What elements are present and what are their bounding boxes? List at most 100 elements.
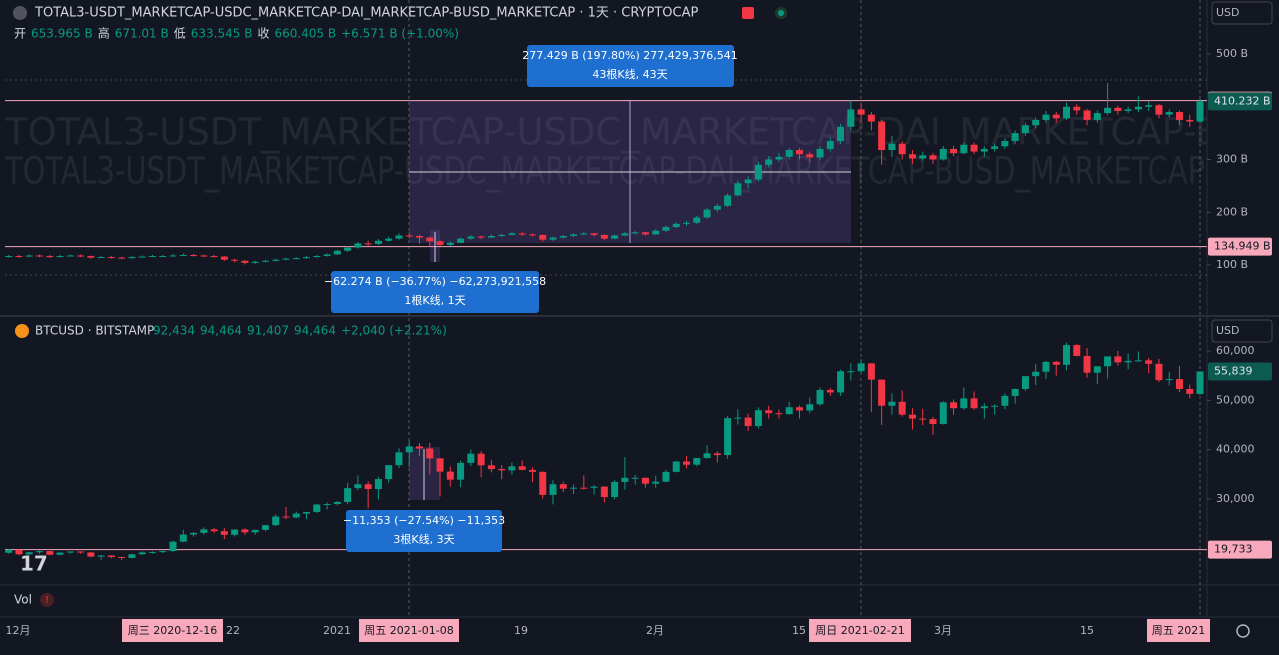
candle-body: [837, 126, 845, 142]
candle-body: [354, 484, 362, 489]
candle-body: [734, 183, 742, 196]
measure-text: −11,353 (−27.54%) −11,353: [343, 514, 505, 527]
crosshair-date-box: [809, 619, 911, 642]
candle-body: [15, 256, 23, 258]
candle-body: [867, 114, 875, 122]
x-tick-label: 3月: [934, 624, 952, 637]
y-tick-label: 30,000: [1216, 492, 1255, 505]
candle-body: [1083, 110, 1091, 120]
y-tick-label: 50,000: [1216, 393, 1255, 406]
candle-body: [980, 148, 988, 152]
candle-body: [261, 525, 269, 530]
currency-button[interactable]: [1211, 319, 1273, 343]
candle-body: [888, 401, 896, 406]
candle-body: [1114, 356, 1122, 363]
candle-body: [87, 256, 95, 258]
candle-body: [611, 235, 619, 239]
candle-body: [477, 236, 485, 238]
candle-body: [795, 150, 803, 155]
candle-body: [405, 446, 413, 453]
candle-body: [118, 556, 126, 559]
candle-body: [374, 240, 382, 244]
candle-body: [179, 534, 187, 542]
settings-icon[interactable]: [1236, 624, 1250, 638]
candle-body: [1165, 112, 1173, 115]
currency[interactable]: USD: [1216, 324, 1240, 337]
candle-body: [939, 148, 947, 160]
flag-icon[interactable]: [742, 7, 754, 19]
symbol-title[interactable]: TOTAL3-USDT_MARKETCAP-USDC_MARKETCAP-DAI…: [34, 6, 698, 21]
last-price-box: [1208, 362, 1272, 381]
candle-body: [128, 554, 136, 559]
warning-icon[interactable]: [40, 593, 54, 607]
y-tick-label: 300 B: [1216, 153, 1248, 166]
candle-body: [487, 235, 495, 238]
candle-body: [765, 410, 773, 414]
x-tick-label: 19: [514, 624, 528, 637]
candle-body: [261, 260, 269, 262]
candle-body: [1124, 109, 1132, 111]
candle-body: [621, 233, 629, 236]
ohlc-value: 高: [98, 26, 110, 41]
crosshair-date-box: [359, 619, 459, 642]
candle-body: [1155, 105, 1163, 115]
candle-body: [395, 235, 403, 239]
candle-body: [200, 255, 208, 257]
measure-text: −62.274 B (−36.77%) −62,273,921,558: [324, 275, 546, 288]
candle-body: [46, 551, 54, 555]
candle-body: [826, 141, 834, 149]
ohlc-value: 653.965 B: [31, 27, 93, 41]
candle-body: [672, 461, 680, 472]
candle-body: [333, 250, 341, 255]
candle-body: [1073, 106, 1081, 111]
currency[interactable]: USD: [1216, 6, 1240, 19]
candle-body: [1063, 106, 1071, 119]
candle-body: [580, 233, 588, 235]
candle-body: [313, 256, 321, 258]
candle-body: [272, 259, 280, 261]
candle-body: [600, 486, 608, 498]
candle-body: [498, 234, 506, 236]
y-tick-label: 100 B: [1216, 258, 1248, 271]
candle-body: [744, 417, 752, 426]
candle-body: [960, 144, 968, 154]
candle-body: [272, 516, 280, 526]
candle-body: [898, 143, 906, 155]
candle-body: [549, 484, 557, 495]
candle-body: [1175, 379, 1183, 389]
symbol-title[interactable]: BTCUSD · BITSTAMP: [35, 324, 154, 338]
candle-body: [559, 235, 567, 238]
candle-body: [528, 469, 536, 472]
candle-body: [416, 446, 423, 449]
candle-body: [179, 254, 187, 256]
candle-body: [148, 551, 156, 553]
crosshair-date-box: [1147, 619, 1210, 642]
candle-body: [724, 195, 732, 206]
candle-body: [683, 461, 691, 465]
candle-body: [878, 121, 886, 151]
candle-body: [303, 257, 311, 259]
candle-body: [590, 486, 598, 488]
candle-body: [867, 363, 875, 380]
candle-body: [1042, 114, 1050, 120]
measure-bars: 43根K线, 43天: [592, 67, 667, 81]
candle-body: [467, 453, 475, 463]
candle-body: [1165, 379, 1173, 381]
candle-body: [426, 237, 434, 242]
crosshair-date: 周五 2021: [1152, 624, 1206, 637]
candle-body: [77, 551, 85, 553]
candle-body: [980, 406, 988, 409]
candle-body: [66, 551, 74, 553]
measure-bars: 3根K线, 3天: [393, 532, 454, 546]
candle-body: [806, 154, 814, 158]
candle-body: [1001, 141, 1009, 147]
candle-body: [878, 379, 886, 406]
currency-button[interactable]: [1211, 1, 1273, 25]
volume-label[interactable]: Vol: [14, 593, 32, 607]
candle-body: [56, 552, 64, 555]
candle-body: [919, 155, 927, 159]
last-price-box: [1208, 92, 1272, 111]
candle-body: [200, 529, 208, 533]
candle-body: [991, 405, 999, 407]
candle-body: [908, 414, 916, 419]
